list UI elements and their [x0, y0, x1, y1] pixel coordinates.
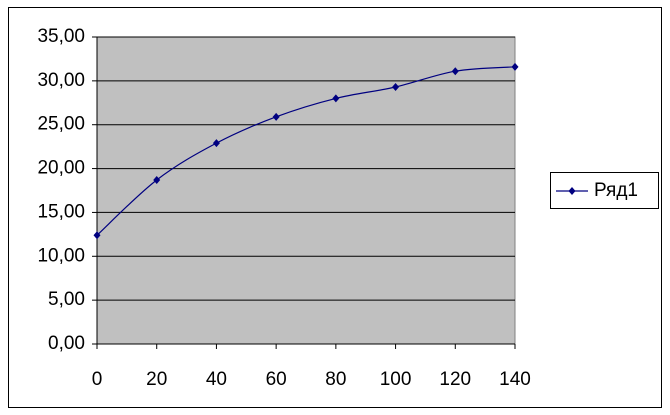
x-tick-label: 0: [92, 369, 103, 390]
y-tick-label: 35,00: [37, 26, 85, 47]
y-tick-label: 10,00: [37, 245, 85, 266]
data-point: [93, 231, 101, 240]
data-point: [451, 67, 459, 76]
legend-label: Ряд1: [594, 180, 638, 201]
data-point: [212, 139, 220, 148]
x-tick-label: 100: [380, 369, 412, 390]
x-tick-label: 80: [325, 369, 346, 390]
y-tick-label: 0,00: [48, 333, 85, 354]
data-point: [332, 94, 340, 103]
plot-area: [96, 36, 516, 345]
legend-marker: [568, 187, 576, 195]
x-tick-label: 40: [206, 369, 227, 390]
x-tick-label: 20: [146, 369, 167, 390]
data-point: [153, 175, 161, 184]
y-tick-label: 5,00: [48, 289, 85, 310]
x-tick-label: 140: [499, 369, 531, 390]
y-tick-label: 25,00: [37, 114, 85, 135]
data-point: [392, 82, 400, 91]
y-tick-label: 20,00: [37, 158, 85, 179]
data-point: [511, 62, 519, 71]
x-tick-label: 60: [266, 369, 287, 390]
y-tick-label: 15,00: [37, 201, 85, 222]
y-tick-label: 30,00: [37, 70, 85, 91]
x-tick-label: 120: [439, 369, 471, 390]
data-point: [272, 112, 280, 121]
